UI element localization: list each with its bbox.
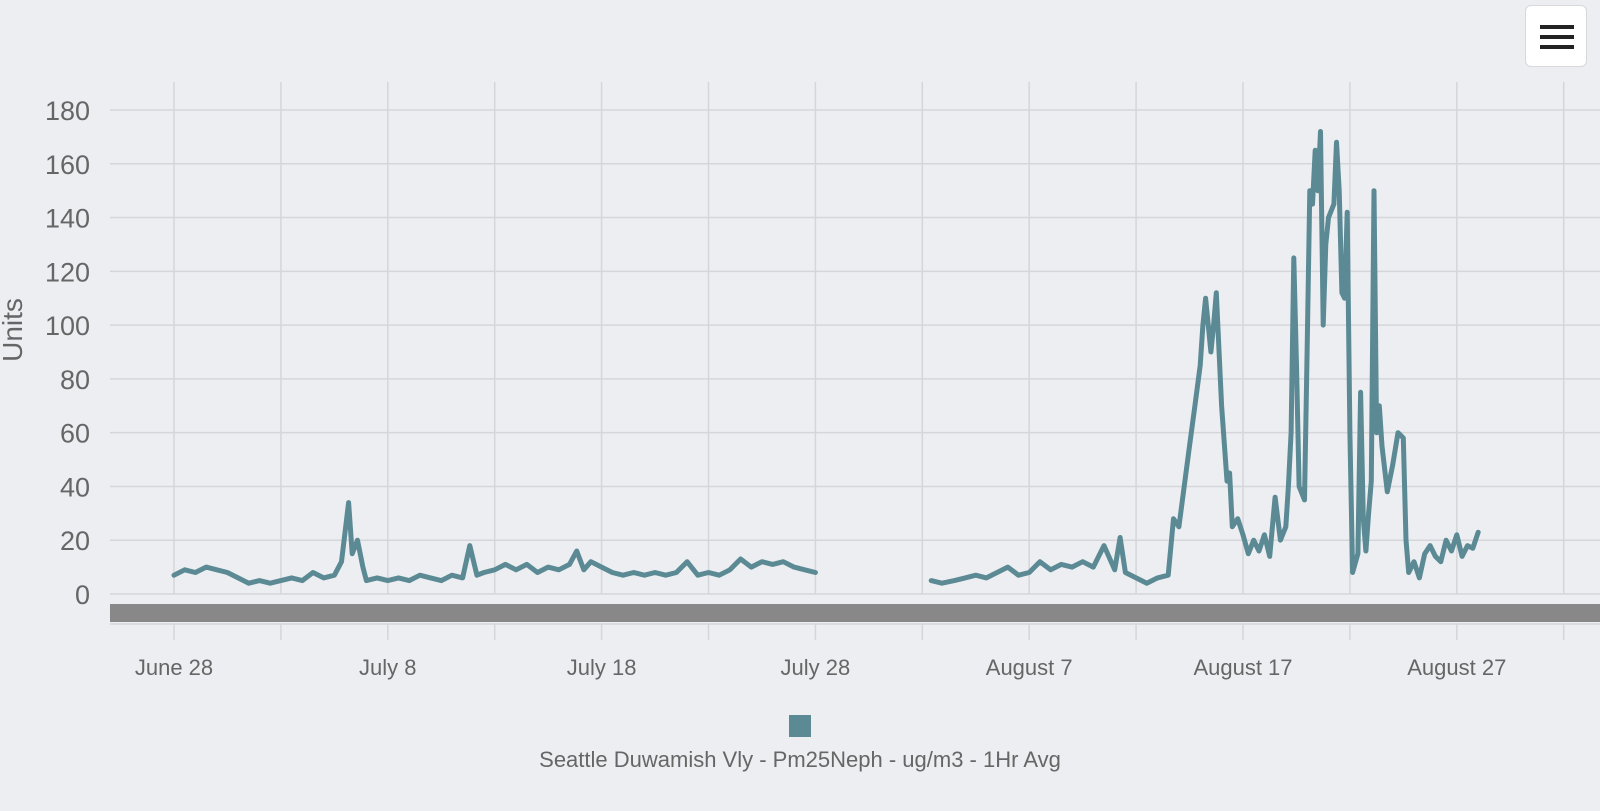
y-tick-label-140: 140	[45, 204, 90, 234]
x-tick-label-2017-08-27: August 27	[1407, 655, 1506, 680]
y-tick-label-20: 20	[60, 526, 90, 556]
series-line-segment-2	[928, 129, 1481, 586]
y-tick-label-180: 180	[45, 96, 90, 126]
x-tick-label-2017-07-18: July 18	[567, 655, 637, 680]
hamburger-menu-icon	[1540, 25, 1574, 29]
y-axis-title: Units	[0, 298, 28, 362]
y-tick-label-40: 40	[60, 472, 90, 502]
x-tick-label-2017-08-17: August 17	[1193, 655, 1292, 680]
vertical-gridlines	[110, 82, 1600, 640]
horizontal-scrollbar[interactable]	[110, 604, 1600, 622]
x-tick-label-2017-07-28: July 28	[781, 655, 851, 680]
series-lines	[171, 129, 1481, 586]
y-tick-label-60: 60	[60, 419, 90, 449]
legend-label[interactable]: Seattle Duwamish Vly - Pm25Neph - ug/m3 …	[539, 747, 1061, 772]
x-tick-label-2017-07-08: July 8	[359, 655, 416, 680]
y-tick-label-120: 120	[45, 257, 90, 287]
x-tick-label-2017-08-07: August 7	[986, 655, 1073, 680]
y-tick-label-160: 160	[45, 150, 90, 180]
y-axis-tick-labels: 0 20 40 60 80 100 120 140 160 180	[45, 96, 90, 610]
y-tick-label-0: 0	[75, 580, 90, 610]
legend-swatch[interactable]	[789, 715, 811, 737]
hamburger-menu-button[interactable]	[1525, 5, 1587, 67]
y-tick-label-100: 100	[45, 311, 90, 341]
legend: Seattle Duwamish Vly - Pm25Neph - ug/m3 …	[0, 715, 1600, 773]
y-tick-label-80: 80	[60, 365, 90, 395]
x-axis-tick-labels: June 28 July 8 July 18 July 28 August 7 Augus…	[135, 655, 1506, 680]
series-line-segment-1	[171, 500, 818, 586]
x-tick-label-2017-06-28: June 28	[135, 655, 213, 680]
